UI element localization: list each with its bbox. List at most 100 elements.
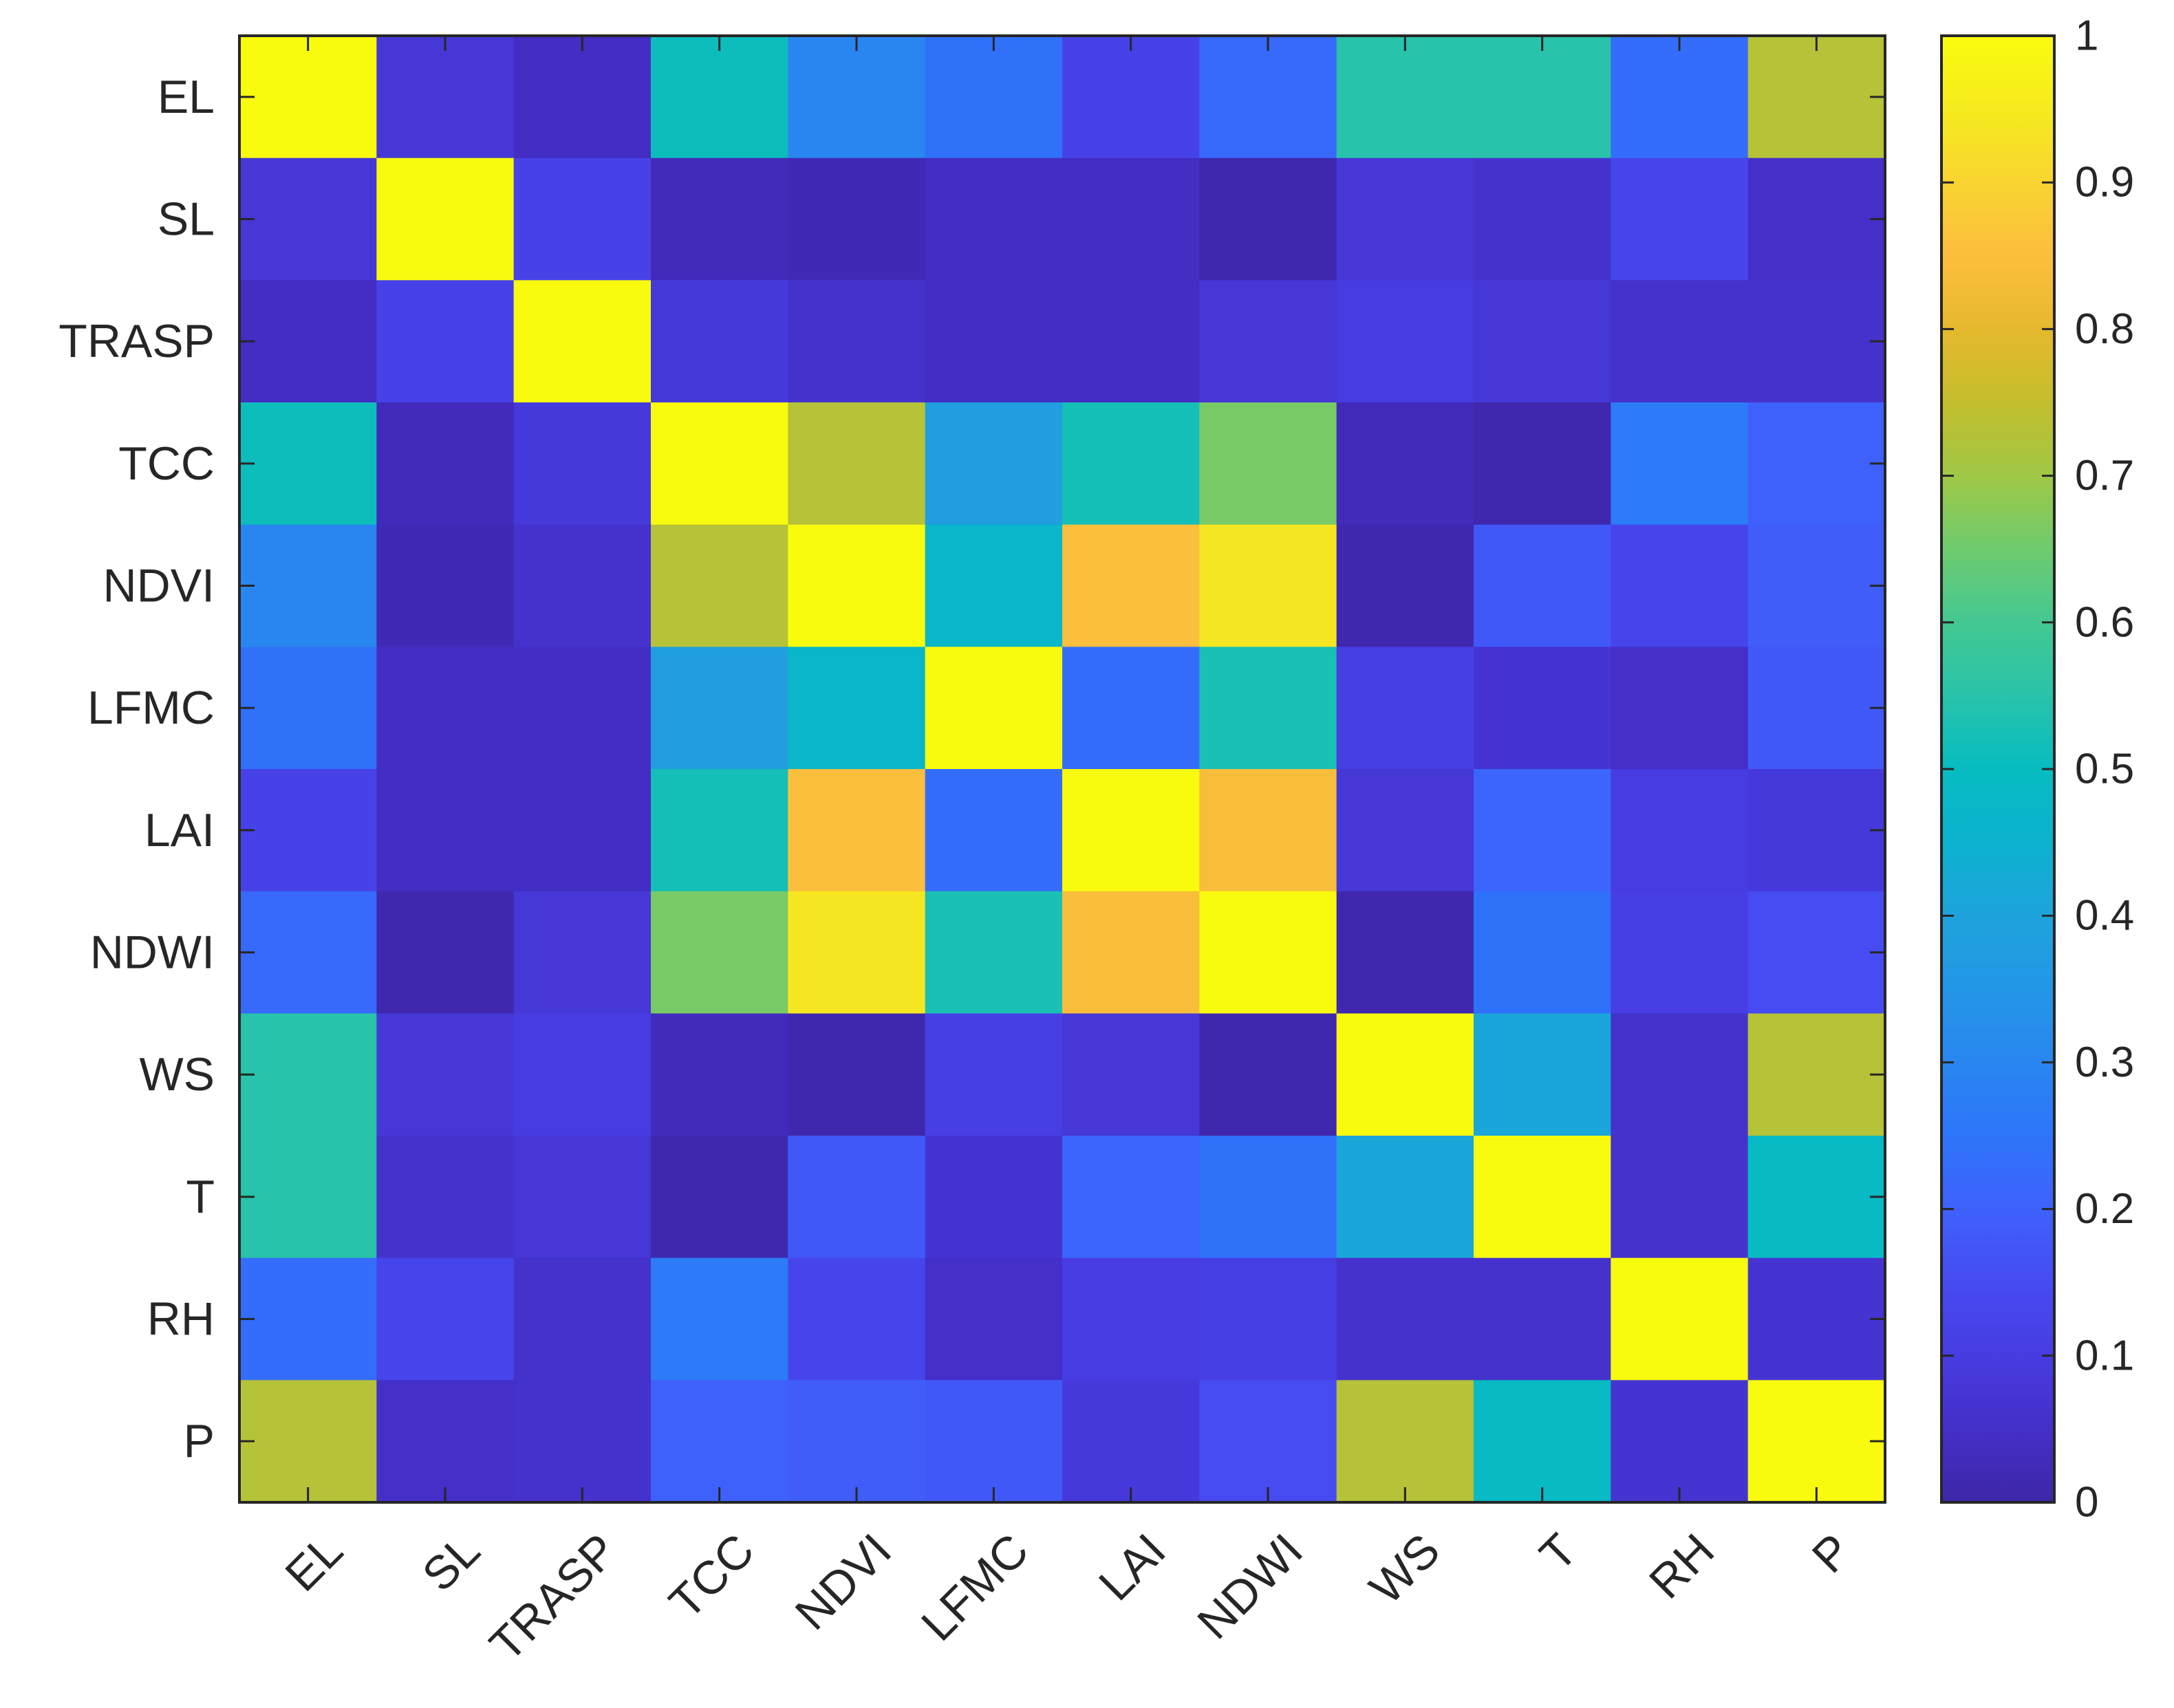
heatmap-cell-sl-p [1747,158,1886,281]
y-tick-label-lfmc: LFMC [87,682,215,734]
heatmap-cell-ndvi-lfmc [925,524,1063,648]
colorbar-ticks [1941,34,2054,1504]
x-tick-label-el: EL [275,1524,353,1601]
heatmap-cell-tcc-sl [376,402,515,526]
x-tick-label-ndvi: NDVI [785,1524,901,1640]
heatmap-cell-sl-ws [1336,158,1474,281]
heatmap-cell-el-lfmc [925,36,1063,159]
heatmap-cell-el-ndwi [1199,36,1337,159]
heatmap-cell-rh-p [1747,1257,1886,1381]
heatmap-cell-lai-rh [1611,769,1749,892]
heatmap-cell-trasp-p [1747,280,1886,403]
colorbar-tick-label: 0.1 [2075,1332,2134,1379]
heatmap-cell-lfmc-sl [376,647,515,770]
heatmap-cell-ndvi-ndwi [1199,524,1337,648]
heatmap-cell-t-trasp [513,1136,652,1259]
colorbar-tick-label: 0.3 [2075,1039,2134,1086]
heatmap-cell-rh-lai [1062,1257,1201,1381]
heatmap-cell-p-ndvi [788,1380,926,1503]
heatmap-cell-ws-lfmc [925,1013,1063,1136]
heatmap-cell-el-t [1474,36,1612,159]
heatmap-cell-rh-sl [376,1257,515,1381]
heatmap-cell-tcc-el [239,402,378,526]
heatmap-cell-ndvi-ws [1336,524,1474,648]
x-tick-label-p: P [1802,1524,1862,1583]
heatmap-cell-lai-sl [376,769,515,892]
heatmap-cell-ndvi-p [1747,524,1886,648]
heatmap-cell-lfmc-trasp [513,647,652,770]
heatmap-cell-trasp-lai [1062,280,1201,403]
heatmap-cell-trasp-tcc [651,280,789,403]
heatmap-cell-el-p [1747,36,1886,159]
heatmap-cell-ndvi-trasp [513,524,652,648]
heatmap-cell-tcc-t [1474,402,1612,526]
heatmap-cell-el-el [239,36,378,159]
heatmap-cell-rh-el [239,1257,378,1381]
heatmap-cell-ndwi-ws [1336,891,1474,1015]
heatmap-cell-el-ndvi [788,36,926,159]
colorbar-tick-label: 0.6 [2075,598,2134,646]
heatmap-cell-sl-el [239,158,378,281]
heatmap-cell-ndvi-el [239,524,378,648]
x-tick-label-trasp: TRASP [480,1524,627,1671]
heatmap-cell-trasp-ws [1336,280,1474,403]
heatmap-cell-lfmc-tcc [651,647,789,770]
heatmap-cell-tcc-rh [1611,402,1749,526]
heatmap-cell-lai-p [1747,769,1886,892]
heatmap-cell-trasp-trasp [513,280,652,403]
heatmap-cell-ndwi-ndvi [788,891,926,1015]
heatmap-cell-lfmc-p [1747,647,1886,770]
heatmap-cell-t-tcc [651,1136,789,1259]
axis-ticks [239,36,1885,1502]
heatmap-cell-ws-el [239,1013,378,1136]
heatmap-cell-el-trasp [513,36,652,159]
heatmap-cell-lfmc-ndwi [1199,647,1337,770]
heatmap-cell-sl-rh [1611,158,1749,281]
heatmap-cell-p-t [1474,1380,1612,1503]
heatmap-cell-el-sl [376,36,515,159]
plot-frame [238,34,1886,1504]
heatmap-cell-rh-trasp [513,1257,652,1381]
heatmap-cell-trasp-el [239,280,378,403]
heatmap-cell-lfmc-rh [1611,647,1749,770]
heatmap-cell-sl-ndvi [788,158,926,281]
heatmap-cell-trasp-rh [1611,280,1749,403]
x-tick-label-ws: WS [1359,1524,1450,1614]
heatmap-cell-t-ndvi [788,1136,926,1259]
heatmap-cell-lfmc-lfmc [925,647,1063,770]
y-tick-label-rh: RH [147,1293,215,1345]
heatmap-cell-sl-t [1474,158,1612,281]
heatmap-cell-lfmc-ws [1336,647,1474,770]
heatmap-cell-ws-sl [376,1013,515,1136]
heatmap-cell-t-el [239,1136,378,1259]
heatmap-cell-el-rh [1611,36,1749,159]
y-tick-label-ndvi: NDVI [103,560,215,612]
colorbar-tick-label: 0.7 [2075,452,2134,499]
y-tick-labels: EL SL TRASP TCC NDVI LFMC LAI NDWI WS T RH P [58,71,215,1467]
heatmap-cell-trasp-sl [376,280,515,403]
heatmap-cell-tcc-lai [1062,402,1201,526]
heatmap-cell-lai-tcc [651,769,789,892]
heatmap-cell-ndwi-t [1474,891,1612,1015]
heatmap-cell-lfmc-lai [1062,647,1201,770]
heatmap-cell-ws-tcc [651,1013,789,1136]
heatmap-cell-p-ndwi [1199,1380,1337,1503]
colorbar-tick-label: 1 [2075,12,2098,60]
heatmap-cell-trasp-t [1474,280,1612,403]
heatmap-cell-tcc-ws [1336,402,1474,526]
colorbar-tick-labels: 0 0.1 0.2 0.3 0.4 0.5 0.6 0.7 0.8 0.9 1 [2075,12,2134,1526]
y-tick-label-ndwi: NDWI [90,927,215,979]
heatmap-cell-p-rh [1611,1380,1749,1503]
heatmap-cell-sl-ndwi [1199,158,1337,281]
heatmap-cell-p-lfmc [925,1380,1063,1503]
heatmap-cell-rh-tcc [651,1257,789,1381]
heatmap-cell-ndvi-t [1474,524,1612,648]
heatmap-cell-ws-lai [1062,1013,1201,1136]
x-tick-label-lai: LAI [1089,1524,1176,1610]
colorbar [1941,36,2054,1502]
heatmap-cell-tcc-tcc [651,402,789,526]
heatmap-cell-tcc-p [1747,402,1886,526]
heatmap-cell-lai-ndvi [788,769,926,892]
heatmap-cell-ndwi-lai [1062,891,1201,1015]
heatmap-cell-el-tcc [651,36,789,159]
